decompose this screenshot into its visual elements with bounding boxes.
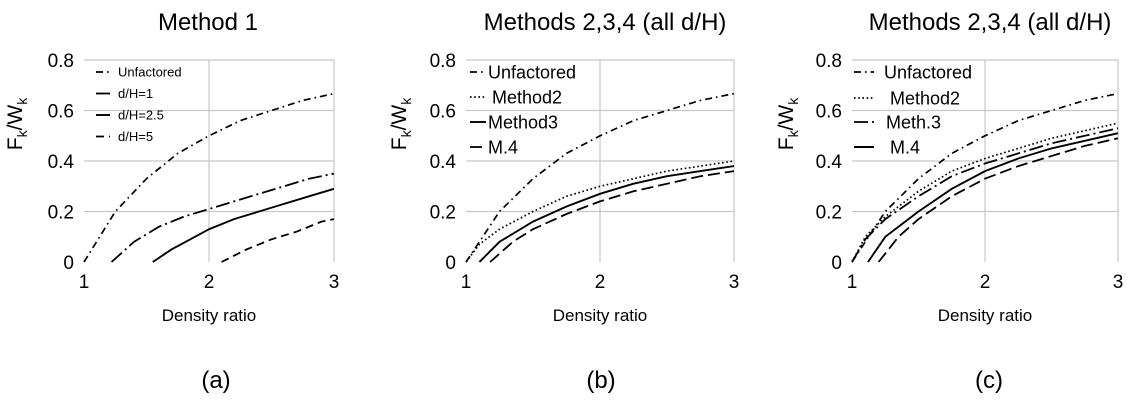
y-tick-label: 0.8 [816,51,842,72]
y-axis-label-part: k [785,129,801,137]
chart-title: Method 1 [158,9,258,36]
legend-label: M.4 [890,138,920,158]
x-axis-label: Density ratio [938,306,1032,325]
y-axis-label-part: k [398,97,414,105]
y-axis-label: Fk/Wk [4,97,30,150]
y-tick-label: 0.2 [430,203,456,224]
legend-label: Method2 [492,88,562,108]
y-axis-label-part: F [388,137,411,150]
x-tick-label: 2 [980,272,991,293]
legend-label: d/H=1 [118,86,153,101]
y-axis-label-part: /W [4,105,27,131]
y-tick-label: 0.4 [816,152,843,173]
y-axis-label: Fk/Wk [775,97,801,150]
y-tick-label: 0 [63,253,74,274]
y-axis-label-part: k [14,129,30,137]
y-axis-label-part: k [398,129,414,137]
x-tick-label: 1 [79,272,90,293]
legend: Unfactored Method2 Meth.3 M.4 [854,63,972,158]
legend-label: Meth.3 [886,113,941,133]
legend-label: d/H=5 [118,129,153,144]
x-tick-label: 2 [204,272,215,293]
series-line-method2 [851,122,1119,263]
y-axis-label-part: k [785,97,801,105]
legend-label: Method2 [890,89,960,109]
series-line-d-h-5 [221,218,335,263]
y-axis-label-part: /W [775,105,798,131]
x-tick-label: 1 [461,272,472,293]
y-axis-label: Fk/Wk [388,97,414,150]
panel-label: (a) [201,367,230,394]
y-axis-label-part: F [4,137,27,150]
y-tick-label: 0 [831,253,842,274]
y-tick-label: 0.4 [48,152,75,173]
chart-panel-1: Method 1 0 0.2 0.4 0.6 0.8 1 2 3 Density ratio Fk/… [4,9,339,394]
legend-label: Unfactored [118,65,182,80]
y-tick-label: 0.8 [48,51,74,72]
legend: Unfactored d/H=1 d/H=2.5 d/H=5 [96,65,182,144]
panel-label: (c) [975,367,1003,394]
legend: Unfactored Method2 Method3 M.4 [470,63,576,158]
series-line-unfactored [851,92,1119,263]
y-tick-label: 0.2 [48,203,74,224]
series-line-d-h-2-5 [152,187,335,263]
y-tick-label: 0.6 [48,102,74,123]
chart-panel-2: Methods 2,3,4 (all d/H) 0 0.2 0.4 0.6 0.8 1 2 3 D… [388,9,739,394]
series-line-unfactored [465,92,735,263]
x-tick-label: 3 [729,272,740,293]
y-tick-label: 0.8 [430,51,456,72]
legend-label: M.4 [488,138,518,158]
series-line-unlabeled [877,137,1119,263]
y-tick-label: 0.4 [430,152,457,173]
chart-title: Methods 2,3,4 (all d/H) [484,9,727,36]
x-tick-label: 3 [1113,272,1124,293]
panel-label: (b) [586,367,615,394]
y-axis-label-part: /W [388,105,411,131]
x-tick-label: 1 [847,272,858,293]
y-tick-label: 0 [445,253,456,274]
series-line-meth-3 [851,127,1119,263]
x-tick-label: 3 [329,272,340,293]
legend-label: Method3 [488,113,558,133]
chart-title: Methods 2,3,4 (all d/H) [869,9,1112,36]
y-tick-label: 0.6 [816,102,842,123]
y-axis-label-part: F [775,137,798,150]
series-line-m-4 [867,132,1119,263]
y-tick-label: 0.2 [816,203,842,224]
series-line-unfactored [83,92,335,263]
x-axis-label: Density ratio [553,306,647,325]
legend-label: Unfactored [488,63,576,83]
series-line-method2 [465,160,735,263]
legend-label: Unfactored [884,63,972,83]
x-axis-label: Density ratio [162,306,256,325]
y-axis-label-part: k [14,97,30,105]
chart-panel-3: Methods 2,3,4 (all d/H) 0 0.2 0.4 0.6 0.8 1 2 3 D… [775,9,1123,394]
series-line-d-h-1 [110,172,335,263]
y-tick-label: 0.6 [430,102,456,123]
series-line-m-4 [489,170,735,263]
legend-label: d/H=2.5 [118,108,164,123]
series-line-method3 [478,165,735,263]
x-tick-label: 2 [595,272,606,293]
